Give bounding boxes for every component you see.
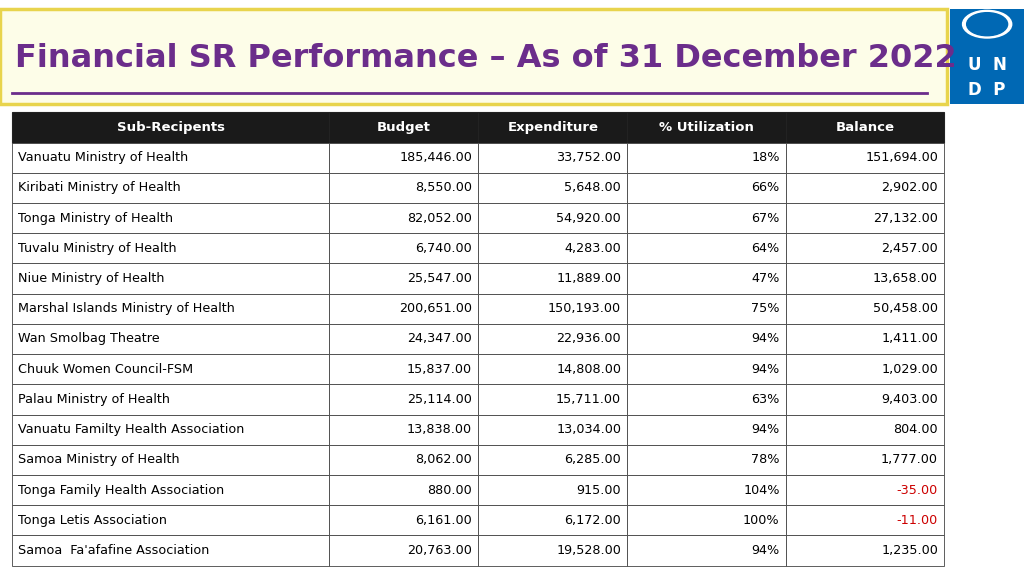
Text: Sub-Recipents: Sub-Recipents (117, 121, 224, 134)
Text: 63%: 63% (752, 393, 779, 406)
Text: 13,658.00: 13,658.00 (873, 272, 938, 285)
Text: 13,034.00: 13,034.00 (556, 423, 622, 436)
Text: Tuvalu Ministry of Health: Tuvalu Ministry of Health (18, 242, 177, 255)
Text: 33,752.00: 33,752.00 (556, 151, 622, 164)
Text: 8,550.00: 8,550.00 (415, 181, 472, 194)
Text: 150,193.00: 150,193.00 (548, 302, 622, 315)
Text: 1,411.00: 1,411.00 (881, 332, 938, 346)
Text: 75%: 75% (751, 302, 779, 315)
Text: 94%: 94% (752, 544, 779, 557)
Text: 104%: 104% (743, 484, 779, 497)
Text: 9,403.00: 9,403.00 (882, 393, 938, 406)
Text: 13,838.00: 13,838.00 (407, 423, 472, 436)
Text: 19,528.00: 19,528.00 (556, 544, 622, 557)
Text: 20,763.00: 20,763.00 (408, 544, 472, 557)
Text: 6,285.00: 6,285.00 (564, 453, 622, 467)
Text: Wan Smolbag Theatre: Wan Smolbag Theatre (18, 332, 160, 346)
Text: 24,347.00: 24,347.00 (408, 332, 472, 346)
Text: Vanuatu Familty Health Association: Vanuatu Familty Health Association (18, 423, 245, 436)
Text: Samoa Ministry of Health: Samoa Ministry of Health (18, 453, 180, 467)
Text: -11.00: -11.00 (897, 514, 938, 527)
Text: Vanuatu Ministry of Health: Vanuatu Ministry of Health (18, 151, 188, 164)
Text: 915.00: 915.00 (577, 484, 622, 497)
Text: Niue Ministry of Health: Niue Ministry of Health (18, 272, 165, 285)
Text: Samoa  Fa'afafine Association: Samoa Fa'afafine Association (18, 544, 210, 557)
Text: Tonga Family Health Association: Tonga Family Health Association (18, 484, 224, 497)
Text: 54,920.00: 54,920.00 (556, 211, 622, 225)
Text: 15,711.00: 15,711.00 (556, 393, 622, 406)
Text: 5,648.00: 5,648.00 (564, 181, 622, 194)
Text: 6,172.00: 6,172.00 (564, 514, 622, 527)
Text: 94%: 94% (752, 423, 779, 436)
Text: 6,161.00: 6,161.00 (416, 514, 472, 527)
Text: 1,029.00: 1,029.00 (882, 363, 938, 376)
Text: Tonga Letis Association: Tonga Letis Association (18, 514, 168, 527)
Text: 200,651.00: 200,651.00 (399, 302, 472, 315)
Text: Balance: Balance (836, 121, 894, 134)
Text: 66%: 66% (752, 181, 779, 194)
Text: 100%: 100% (743, 514, 779, 527)
Text: 82,052.00: 82,052.00 (408, 211, 472, 225)
Text: 804.00: 804.00 (893, 423, 938, 436)
Text: 2,902.00: 2,902.00 (882, 181, 938, 194)
Text: 1,235.00: 1,235.00 (881, 544, 938, 557)
Text: Chuuk Women Council-FSM: Chuuk Women Council-FSM (18, 363, 194, 376)
Text: U  N
D  P: U N D P (968, 56, 1007, 99)
Text: -35.00: -35.00 (897, 484, 938, 497)
Text: 8,062.00: 8,062.00 (416, 453, 472, 467)
Text: 78%: 78% (751, 453, 779, 467)
Text: 50,458.00: 50,458.00 (873, 302, 938, 315)
Text: 22,936.00: 22,936.00 (556, 332, 622, 346)
Text: 151,694.00: 151,694.00 (865, 151, 938, 164)
Text: Kiribati Ministry of Health: Kiribati Ministry of Health (18, 181, 181, 194)
Text: 4,283.00: 4,283.00 (564, 242, 622, 255)
Text: Budget: Budget (377, 121, 431, 134)
Text: Marshal Islands Ministry of Health: Marshal Islands Ministry of Health (18, 302, 236, 315)
Text: 67%: 67% (752, 211, 779, 225)
Text: 94%: 94% (752, 332, 779, 346)
Text: 25,547.00: 25,547.00 (408, 272, 472, 285)
Text: 47%: 47% (752, 272, 779, 285)
Text: 15,837.00: 15,837.00 (407, 363, 472, 376)
Text: % Utilization: % Utilization (659, 121, 754, 134)
Text: 94%: 94% (752, 363, 779, 376)
Text: Tonga Ministry of Health: Tonga Ministry of Health (18, 211, 173, 225)
Text: 18%: 18% (751, 151, 779, 164)
Text: 27,132.00: 27,132.00 (873, 211, 938, 225)
Text: 11,889.00: 11,889.00 (556, 272, 622, 285)
Text: 1,777.00: 1,777.00 (881, 453, 938, 467)
Text: Expenditure: Expenditure (507, 121, 598, 134)
Text: 6,740.00: 6,740.00 (416, 242, 472, 255)
Text: 185,446.00: 185,446.00 (399, 151, 472, 164)
Text: 2,457.00: 2,457.00 (882, 242, 938, 255)
Text: Financial SR Performance – As of 31 December 2022: Financial SR Performance – As of 31 Dece… (15, 43, 957, 74)
Text: 880.00: 880.00 (427, 484, 472, 497)
Text: Palau Ministry of Health: Palau Ministry of Health (18, 393, 170, 406)
Text: 25,114.00: 25,114.00 (408, 393, 472, 406)
Text: 14,808.00: 14,808.00 (556, 363, 622, 376)
Text: 64%: 64% (752, 242, 779, 255)
